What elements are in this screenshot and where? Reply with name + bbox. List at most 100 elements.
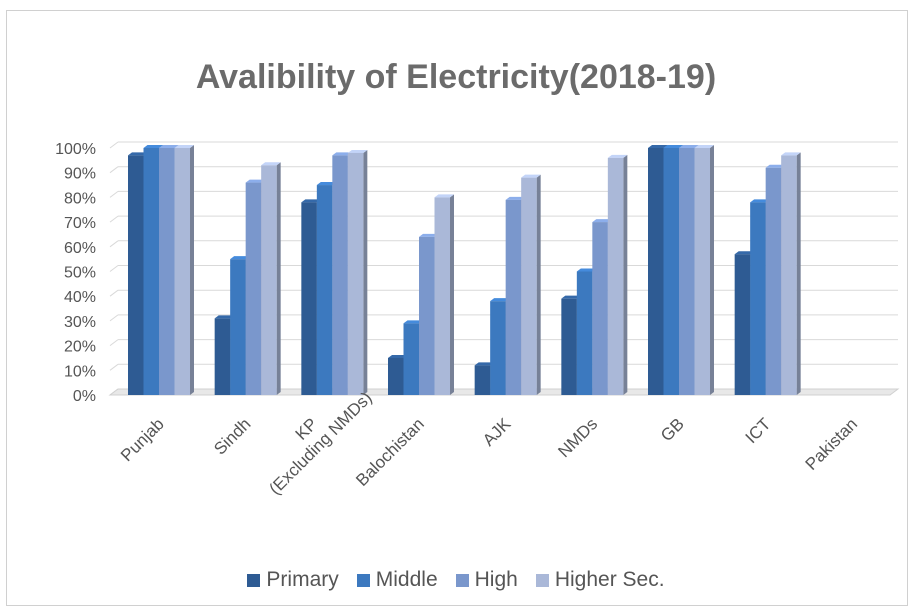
gridline-depth [109,215,119,223]
legend: Primary Middle High Higher Sec. [0,568,912,592]
bar-top [576,268,597,272]
bar-top [419,233,439,237]
x-tick-label-line: GB [657,414,688,445]
gridline-depth [109,166,119,174]
bar-side [363,149,368,395]
bar-primary-5 [561,298,577,395]
legend-label-higher-sec: Higher Sec. [554,568,665,591]
gridline-depth [109,190,119,198]
gridline-depth [109,265,119,272]
legend-item-higher-sec: Higher Sec. [535,568,665,592]
bar-higher-sec--5 [607,157,624,395]
bar-top [434,194,454,198]
legend-swatch-primary [247,573,261,587]
x-tick-label-line: Sindh [210,414,254,458]
bar-primary-7 [734,254,751,395]
legend-label-primary: Primary [266,568,339,591]
legend-swatch-high [455,573,469,587]
bar-side [796,152,801,395]
bar-top [561,295,581,299]
bar-high-6 [679,148,695,395]
gridline-depth [109,289,119,297]
x-tick-label: NMDs [554,414,601,461]
bar-top [505,196,526,200]
bar-higher-sec--6 [694,148,710,395]
bar-top [143,145,163,148]
bar-top [490,298,510,302]
x-tick-label-line: ICT [742,414,775,447]
bar-middle-7 [750,202,766,395]
x-tick-label-line: Pakistan [802,414,862,474]
x-tick-label: ICT [742,414,775,447]
bar-top [663,145,683,148]
x-tick-label: Balochistan [352,414,428,490]
y-tick-label: 10% [64,363,96,380]
bar-high-7 [765,167,782,395]
y-tick-label: 0% [73,388,96,405]
x-tick-label: GB [657,414,688,445]
bar-primary-6 [648,148,664,395]
bar-high-0 [159,148,175,395]
bar-primary-4 [474,365,491,395]
bar-primary-0 [128,155,144,395]
bar-top [592,219,612,223]
x-tick-label: AJK [479,414,515,450]
bar-higher-sec--1 [261,165,277,395]
gridline-depth [109,314,119,322]
bar-top [474,362,495,366]
bar-high-3 [419,236,435,395]
bar-top [301,199,321,203]
legend-swatch-higher-sec [535,573,549,587]
bar-top [159,145,179,148]
bar-middle-4 [490,301,506,395]
gridline-depth [109,141,119,149]
bar-higher-sec--7 [781,155,797,395]
legend-item-high: High [455,568,518,592]
gridline-depth [109,240,119,248]
bar-high-4 [505,199,522,395]
bar-middle-1 [230,259,246,395]
bar-top [765,164,786,168]
bar-higher-sec--3 [434,197,450,395]
legend-label-high: High [474,568,518,591]
bar-high-5 [592,222,608,395]
y-tick-label: 90% [64,166,96,183]
bar-top [694,145,714,148]
bar-top [332,152,352,156]
bar-higher-sec--4 [521,177,537,395]
bar-top [316,182,337,186]
bar-top [403,320,423,324]
x-tick-label-line: AJK [479,414,515,450]
bar-top [734,251,755,255]
bar-top [261,162,281,166]
bar-top [750,199,770,203]
bar-middle-0 [143,148,159,395]
bar-high-2 [332,155,348,395]
y-tick-label: 60% [64,240,96,257]
bar-side [276,162,281,395]
bar-higher-sec--0 [174,148,190,395]
bar-top [214,315,235,319]
gridline-depth [109,363,119,371]
y-tick-label: 40% [64,289,96,306]
bar-top [245,179,266,183]
y-tick-label: 70% [64,215,96,232]
bar-top [679,145,699,148]
bar-higher-sec--2 [347,152,364,395]
x-tick-label-line: NMDs [554,414,601,461]
bar-top [781,152,801,156]
legend-swatch-middle [356,573,370,587]
y-tick-label: 80% [64,190,96,207]
bar-top [521,174,541,178]
bar-side [190,145,194,395]
bar-top [230,256,250,260]
legend-item-primary: Primary [247,568,339,592]
bar-primary-3 [388,357,404,395]
bar-side [710,145,714,395]
bar-high-1 [245,182,262,395]
bar-primary-1 [214,318,231,395]
bar-side [623,154,628,395]
bar-top [648,145,668,148]
bar-primary-2 [301,202,317,395]
